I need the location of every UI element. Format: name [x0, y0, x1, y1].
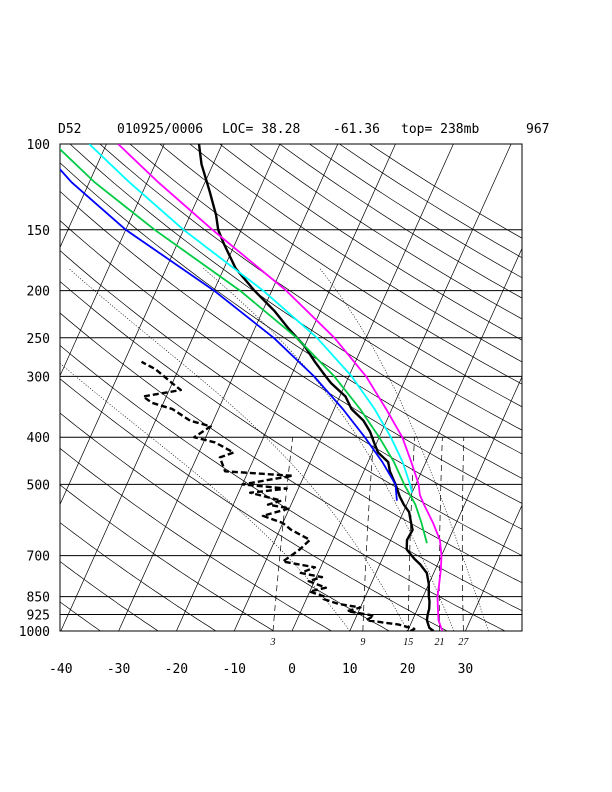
dry-adiabat-line — [60, 162, 522, 479]
parcel-4-line — [117, 144, 444, 631]
pressure-tick-label: 100 — [27, 138, 50, 153]
mixing-ratio-label: 9 — [360, 637, 365, 648]
temperature-tick-label: -10 — [222, 662, 245, 677]
mixing-ratio-label: 15 — [403, 637, 413, 648]
pressure-tick-label: 850 — [27, 591, 50, 606]
pressure-tick-label: 700 — [27, 550, 50, 565]
mixing-ratio-label: 21 — [435, 637, 445, 648]
header-code: 967 — [526, 122, 549, 137]
temperature-tick-label: -30 — [107, 662, 130, 677]
pressure-tick-label: 200 — [27, 285, 50, 300]
dry-adiabat-line — [339, 144, 522, 259]
temperature-tick-label: -20 — [165, 662, 188, 677]
moist-adiabat-line — [68, 268, 408, 631]
temperature-tick-label: 0 — [288, 662, 296, 677]
dry-adiabat-line — [60, 250, 522, 557]
header-location: LOC= 38.28 — [222, 122, 300, 137]
isotherm-line — [60, 144, 165, 377]
mixing-ratio-line — [461, 437, 465, 631]
temperature-tick-label: 30 — [458, 662, 474, 677]
isotherm-line — [291, 144, 512, 631]
pressure-tick-label: 250 — [27, 332, 50, 347]
temperature-tick-label: -40 — [49, 662, 72, 677]
plot-frame — [59, 143, 523, 632]
isotherm-line — [581, 144, 612, 631]
sounding-profiles — [60, 144, 444, 631]
isotherm-line — [523, 144, 612, 631]
pressure-tick-label: 925 — [27, 609, 50, 624]
dry-adiabat-line — [60, 220, 522, 530]
dry-adiabat-line — [60, 378, 448, 631]
temperature-tick-label: 20 — [400, 662, 416, 677]
header-station: D52 — [58, 122, 81, 137]
pressure-tick-label: 500 — [27, 478, 50, 493]
isotherm-line — [407, 375, 522, 631]
pressure-tick-label: 1000 — [19, 625, 50, 640]
header-longitude: -61.36 — [333, 122, 380, 137]
dry-adiabat-line — [249, 144, 522, 320]
isotherm-line — [176, 144, 396, 631]
temperature-line — [197, 144, 435, 631]
moist-adiabat-line — [60, 362, 351, 631]
moist-adiabat-line — [203, 268, 455, 631]
dry-adiabat-line — [309, 144, 522, 279]
header-datetime: 010925/0006 — [117, 122, 203, 137]
dry-adiabat-line — [60, 280, 522, 584]
pressure-tick-label: 400 — [27, 431, 50, 446]
dewpoint-line — [140, 360, 416, 631]
pressure-tick-label: 300 — [27, 370, 50, 385]
dry-adiabat-line — [129, 144, 522, 408]
isotherm-line — [60, 144, 281, 631]
mixing-ratio-label: 3 — [270, 637, 276, 648]
chart-header: D52 010925/0006 LOC= 38.28 -61.36 top= 2… — [58, 122, 549, 137]
temperature-tick-label: 10 — [342, 662, 358, 677]
parcel-1-line — [60, 168, 398, 501]
diagram-background-lines — [60, 144, 612, 631]
isotherm-line — [465, 504, 522, 631]
moist-adiabat-line — [319, 268, 489, 631]
dry-adiabat-line — [189, 144, 522, 363]
parcel-2-line — [60, 147, 428, 544]
header-top: top= 238mb — [401, 122, 479, 137]
dry-adiabat-line — [60, 601, 101, 631]
temperature-axis-labels: -40 -30 -20 -10 0 10 20 30 — [49, 662, 473, 677]
pressure-tick-label: 150 — [27, 224, 50, 239]
isotherm-line — [118, 144, 339, 631]
dry-adiabat-line — [60, 561, 159, 631]
mixing-ratio-line — [362, 437, 375, 631]
mixing-ratio-label: 27 — [458, 637, 469, 648]
isotherm-line — [349, 247, 522, 631]
dry-adiabat-line — [60, 412, 390, 631]
parcel-3-line — [88, 144, 413, 493]
isotherm-line — [60, 144, 107, 249]
dry-adiabat-line — [99, 144, 522, 431]
dry-adiabat-line — [369, 144, 522, 239]
mixing-ratio-labels: 3 9 15 21 27 — [270, 637, 470, 648]
dry-adiabat-line — [60, 344, 506, 631]
